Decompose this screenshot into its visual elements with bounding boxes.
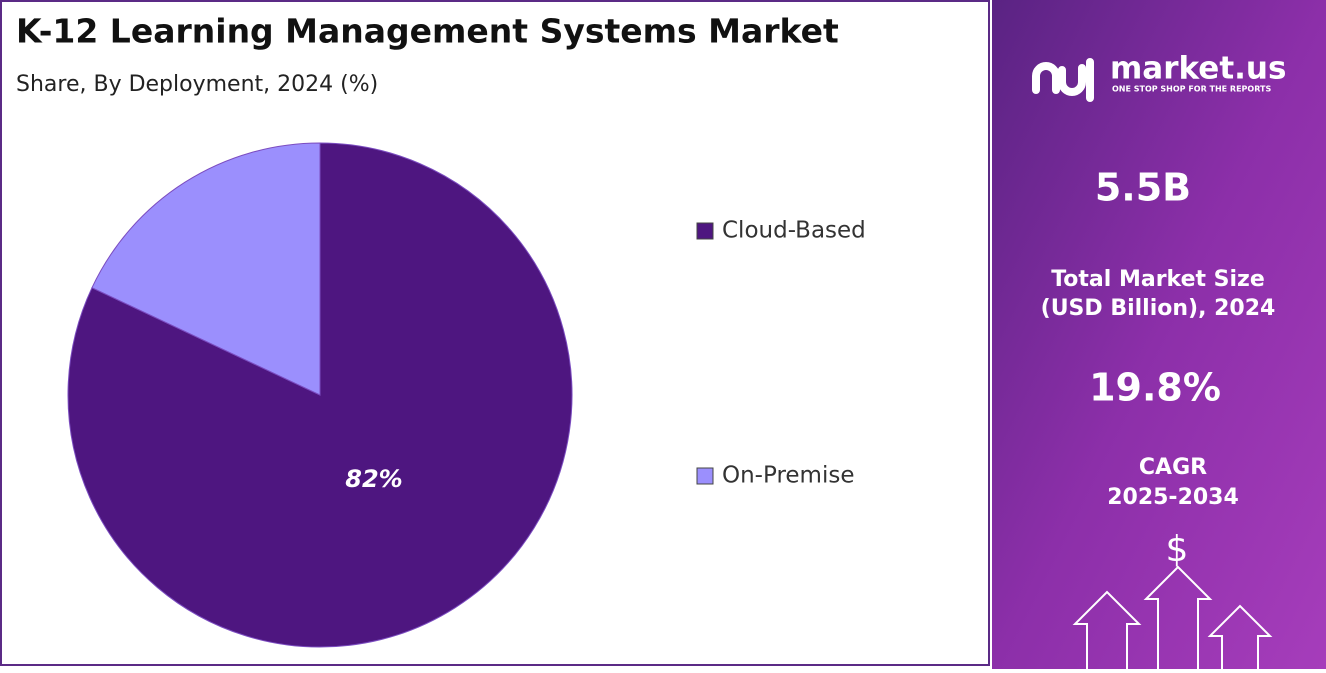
logo: market.us ONE STOP SHOP FOR THE REPORTS [1032,51,1286,102]
legend-label: On-Premise [722,463,854,489]
tagline: ONE STOP SHOP FOR THE REPORTS [1112,85,1271,94]
chart-subtitle: Share, By Deployment, 2024 (%) [16,72,378,97]
legend-swatch [696,467,714,485]
market-size: 5.5B [1095,166,1191,210]
market-size-label: Total Market Size [1051,267,1265,292]
pie: 82% [67,142,573,648]
dollar-icon: $ [1166,529,1189,570]
cagr-label: 2025-2034 [1107,485,1239,510]
arrows [1072,565,1273,669]
data-label: 82% [345,465,402,493]
cagr-label: CAGR [1139,455,1207,480]
legend-swatch [696,222,714,240]
info-panel [992,0,1326,669]
pie-slice [91,142,321,396]
cagr: 19.8% [1089,366,1221,410]
legend: Cloud-Based On-Premise [696,218,866,489]
chart-title: K-12 Learning Management Systems Market [16,12,839,51]
legend-label: Cloud-Based [722,218,866,244]
market-size-label: (USD Billion), 2024 [1041,296,1276,321]
brand: market.us [1110,51,1286,87]
